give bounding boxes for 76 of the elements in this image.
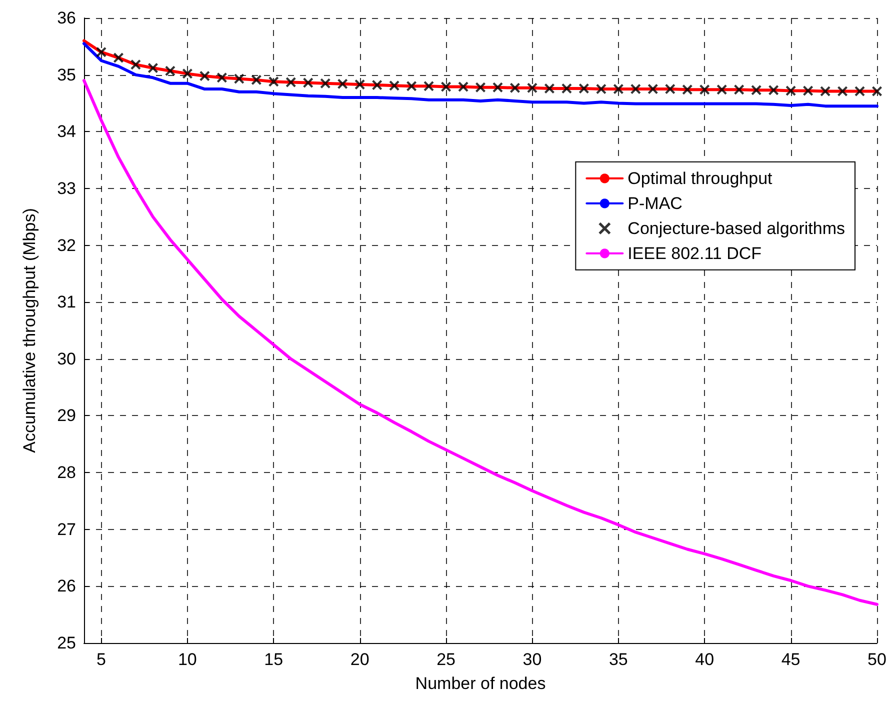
point bbox=[389, 80, 400, 91]
point bbox=[458, 82, 468, 92]
legend-label: P-MAC bbox=[628, 194, 682, 213]
y-tick-label: 28 bbox=[57, 463, 76, 482]
point bbox=[578, 83, 589, 94]
line-series bbox=[82, 42, 878, 108]
point bbox=[665, 84, 676, 94]
point bbox=[716, 84, 727, 95]
point bbox=[492, 82, 503, 92]
y-tick-label: 32 bbox=[57, 236, 76, 255]
point bbox=[786, 86, 796, 96]
line-series bbox=[82, 79, 878, 606]
y-tick-label: 31 bbox=[57, 292, 76, 312]
x-tick-label: 25 bbox=[436, 650, 456, 669]
x-tick-label: 10 bbox=[178, 650, 197, 669]
point bbox=[838, 86, 848, 96]
point bbox=[820, 86, 830, 96]
legend-label: Optimal throughput bbox=[628, 168, 773, 188]
point bbox=[200, 70, 210, 81]
y-tick-label: 33 bbox=[57, 178, 76, 198]
point bbox=[562, 83, 572, 94]
point bbox=[734, 84, 744, 95]
x-tick-label: 35 bbox=[608, 650, 628, 669]
point bbox=[182, 68, 192, 79]
point bbox=[424, 81, 434, 92]
y-tick-label: 36 bbox=[57, 8, 76, 28]
y-tick-label: 29 bbox=[57, 406, 76, 426]
point bbox=[216, 72, 227, 83]
point bbox=[648, 84, 658, 94]
y-tick-label: 26 bbox=[57, 576, 76, 596]
point bbox=[320, 78, 330, 88]
y-tick-label: 30 bbox=[57, 349, 76, 368]
point bbox=[854, 86, 865, 96]
point bbox=[406, 81, 417, 92]
point bbox=[354, 79, 365, 90]
point bbox=[613, 84, 624, 94]
point bbox=[768, 85, 779, 96]
x-tick-label: 20 bbox=[350, 650, 370, 669]
y-tick-label: 35 bbox=[57, 65, 76, 84]
point bbox=[630, 84, 641, 94]
point bbox=[372, 80, 382, 90]
legend-label: Conjecture-based algorithms bbox=[628, 218, 846, 238]
x-tick-label: 15 bbox=[264, 650, 284, 669]
point bbox=[338, 78, 348, 89]
point bbox=[751, 85, 762, 96]
point bbox=[286, 77, 296, 88]
legend-label: IEEE 802.11 DCF bbox=[628, 244, 762, 263]
point bbox=[148, 63, 158, 73]
point bbox=[872, 86, 882, 96]
point bbox=[441, 82, 452, 92]
x-tick-label: 40 bbox=[695, 650, 714, 669]
y-axis-title: Accumulative throughput (Mbps) bbox=[20, 208, 39, 453]
point bbox=[165, 66, 176, 76]
point bbox=[527, 82, 538, 93]
point bbox=[682, 84, 692, 95]
point bbox=[803, 86, 814, 96]
point bbox=[476, 82, 486, 92]
point bbox=[268, 76, 279, 87]
point bbox=[96, 47, 106, 58]
point bbox=[113, 52, 124, 63]
point bbox=[700, 84, 710, 95]
point bbox=[130, 60, 141, 70]
x-tick-label: 30 bbox=[522, 650, 542, 669]
point bbox=[510, 82, 520, 93]
y-tick-label: 34 bbox=[57, 122, 76, 142]
point bbox=[544, 83, 554, 94]
x-tick-label: 45 bbox=[781, 650, 800, 669]
x-tick-label: 50 bbox=[868, 650, 886, 669]
x-tick-label: 5 bbox=[96, 650, 106, 669]
point bbox=[234, 74, 244, 84]
point bbox=[251, 74, 262, 85]
point bbox=[596, 84, 606, 94]
y-tick-label: 27 bbox=[57, 520, 76, 539]
x-axis-title: Number of nodes bbox=[415, 674, 546, 693]
point bbox=[303, 78, 314, 88]
y-tick-label: 25 bbox=[57, 634, 76, 652]
